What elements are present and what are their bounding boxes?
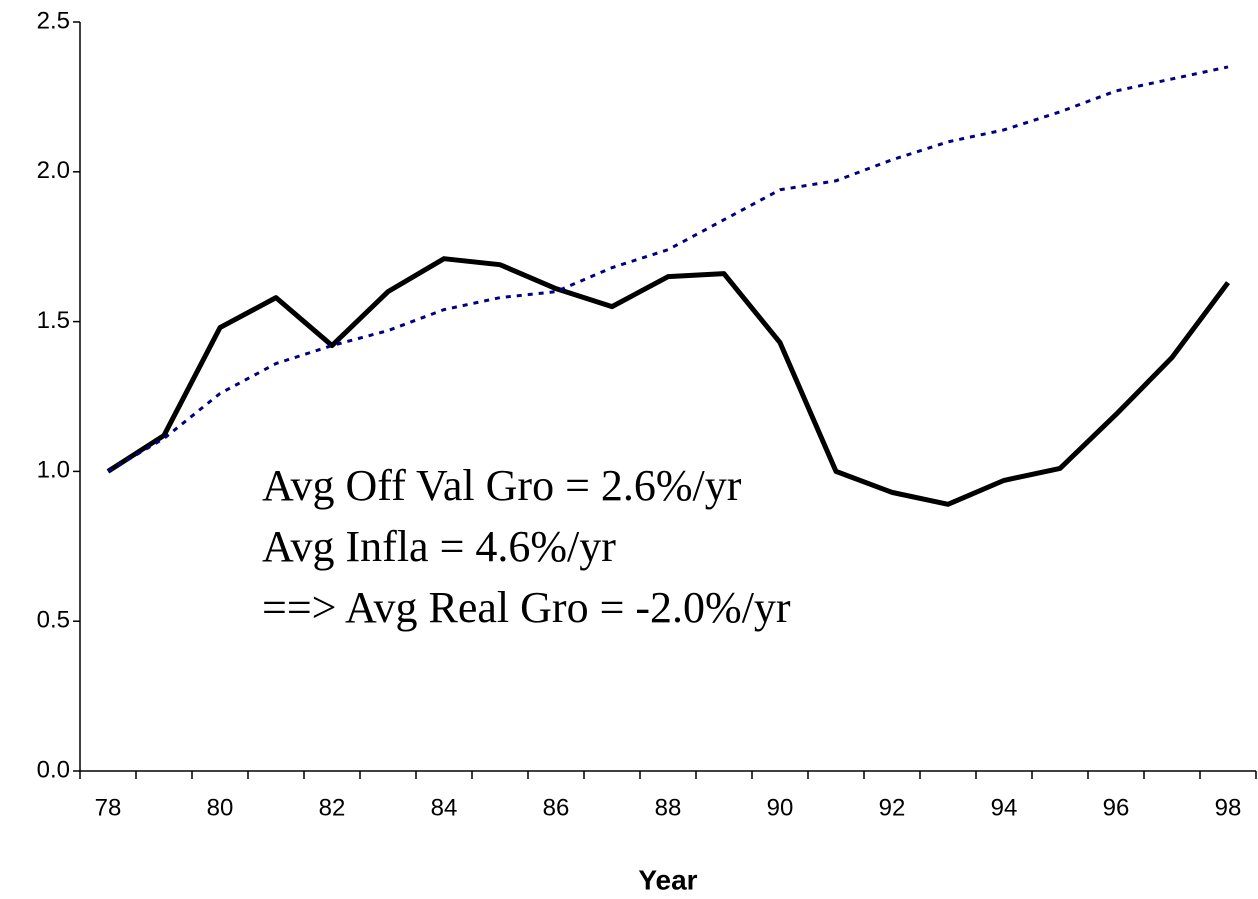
- y-tick-label: 0.0: [37, 756, 70, 783]
- y-tick-label: 2.5: [37, 7, 70, 34]
- line-series: [106, 256, 1231, 507]
- x-tick-label: 92: [879, 794, 906, 821]
- y-tick-label: 0.5: [37, 607, 70, 634]
- y-tick-label: 2.0: [37, 157, 70, 184]
- x-axis-label: Year: [638, 864, 697, 895]
- x-tick-label: 98: [1215, 794, 1242, 821]
- y-tick-label: 1.0: [37, 457, 70, 484]
- x-tick-label: 80: [207, 794, 234, 821]
- x-tick-label: 78: [95, 794, 122, 821]
- x-tick-label: 88: [655, 794, 682, 821]
- annotation: ==> Avg Real Gro = -2.0%/yr: [262, 583, 791, 632]
- x-tick-label: 94: [991, 794, 1018, 821]
- annotation: Avg Infla = 4.6%/yr: [262, 522, 616, 571]
- x-tick-label: 86: [543, 794, 570, 821]
- annotation: Avg Off Val Gro = 2.6%/yr: [262, 461, 742, 510]
- x-tick-label: 90: [767, 794, 794, 821]
- x-tick-label: 96: [1103, 794, 1130, 821]
- line-series: [107, 65, 1229, 473]
- x-tick-label: 82: [319, 794, 346, 821]
- y-tick-label: 1.5: [37, 307, 70, 334]
- x-tick-label: 84: [431, 794, 458, 821]
